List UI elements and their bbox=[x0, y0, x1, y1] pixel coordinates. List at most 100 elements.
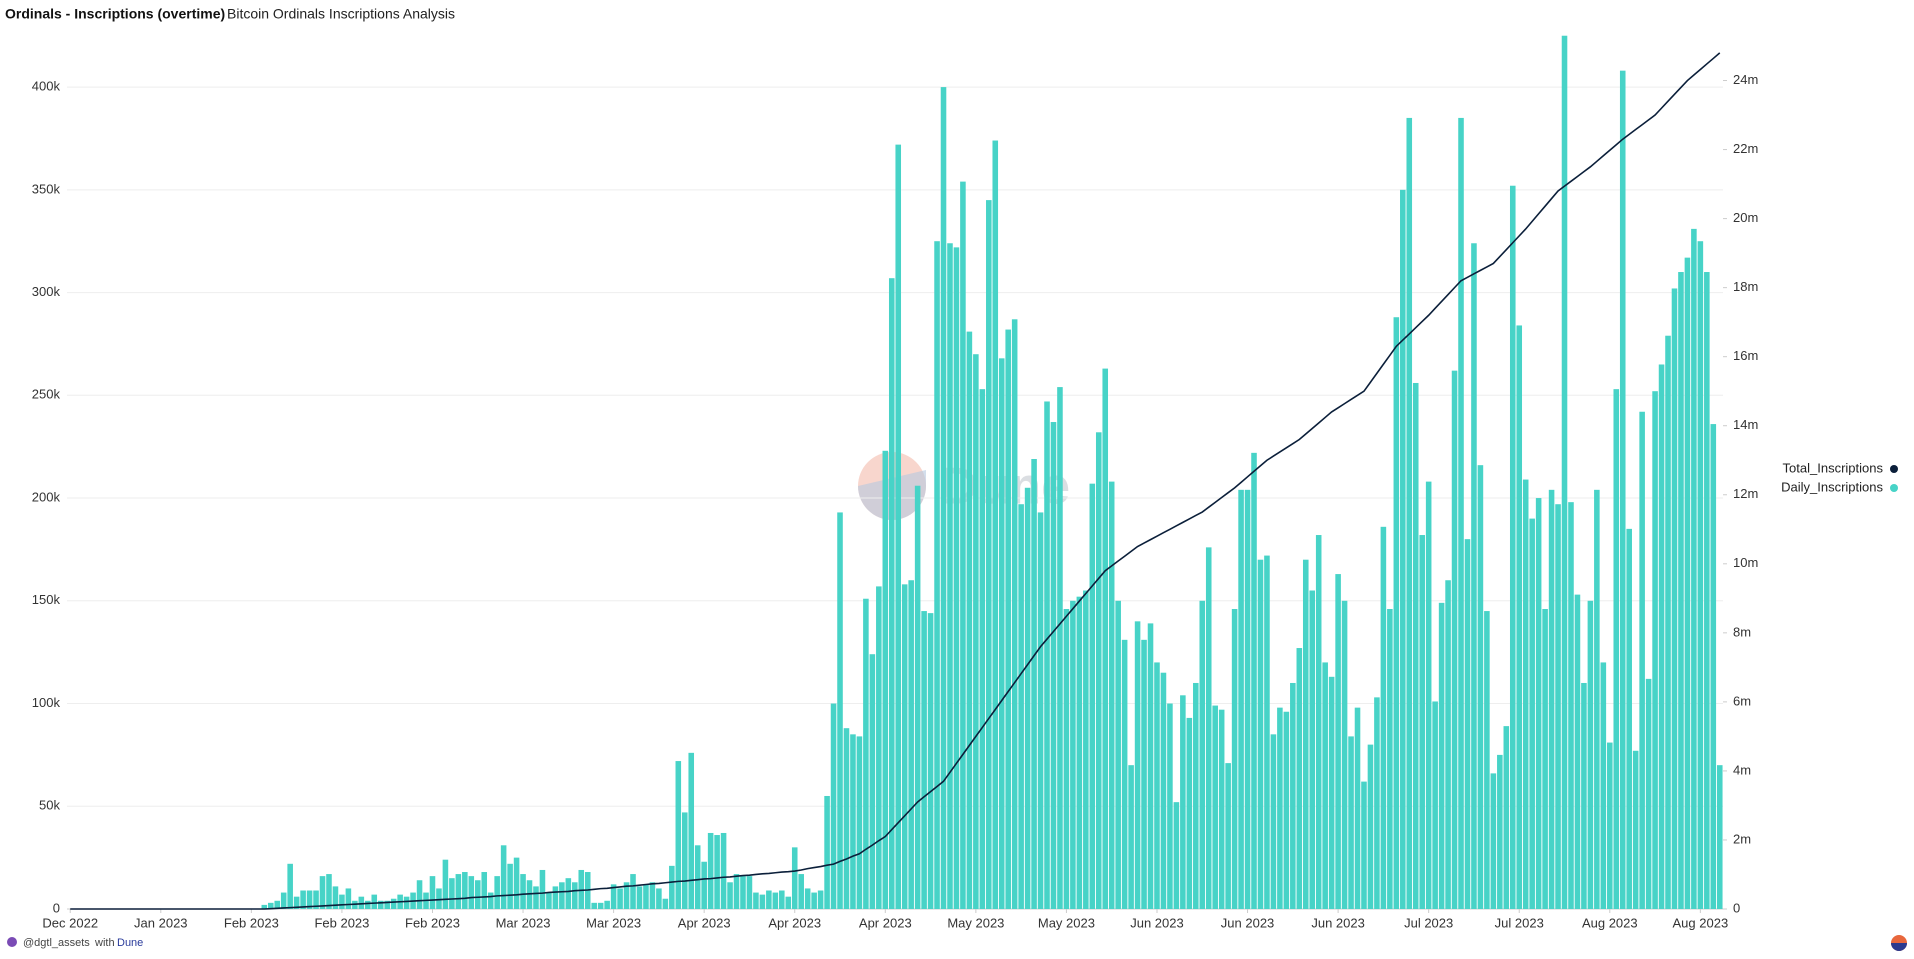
bar bbox=[1425, 481, 1432, 909]
x-tick-label: Feb 2023 bbox=[224, 915, 279, 930]
footer-with: with bbox=[94, 937, 115, 949]
bar bbox=[785, 896, 792, 909]
bar bbox=[1361, 781, 1367, 909]
x-tick-label: Jun 2023 bbox=[1221, 915, 1275, 930]
bar bbox=[520, 874, 526, 909]
bar bbox=[694, 845, 701, 909]
bar bbox=[500, 845, 507, 909]
y-tick-label: 100k bbox=[32, 695, 61, 710]
bar bbox=[1335, 574, 1341, 909]
bar bbox=[720, 832, 727, 909]
bar bbox=[888, 278, 895, 909]
bar bbox=[623, 882, 630, 909]
bar bbox=[1037, 512, 1044, 909]
bar bbox=[1716, 765, 1723, 909]
bar bbox=[1108, 481, 1115, 909]
bar bbox=[267, 902, 274, 909]
x-tick-label: Mar 2023 bbox=[586, 915, 641, 930]
bar bbox=[1400, 189, 1406, 910]
bar bbox=[1290, 682, 1296, 909]
bar bbox=[876, 586, 882, 909]
bar bbox=[1613, 389, 1620, 909]
bar bbox=[1251, 452, 1257, 909]
bar bbox=[927, 613, 934, 909]
bar bbox=[494, 876, 500, 909]
bar bbox=[1102, 368, 1109, 909]
bar bbox=[921, 611, 927, 909]
bar bbox=[1393, 317, 1400, 909]
x-tick-label: Apr 2023 bbox=[768, 915, 821, 930]
bar bbox=[1095, 432, 1102, 909]
bar bbox=[669, 865, 675, 909]
bar bbox=[371, 894, 378, 909]
bar bbox=[1374, 697, 1380, 909]
line bbox=[70, 52, 1721, 910]
bar bbox=[1070, 600, 1076, 909]
bar bbox=[1471, 243, 1477, 909]
legend-marker bbox=[1890, 484, 1898, 492]
bar bbox=[1238, 489, 1244, 909]
bar bbox=[1652, 391, 1658, 909]
bar bbox=[856, 736, 863, 909]
bar bbox=[1283, 711, 1290, 909]
y-tick-label: 50k bbox=[39, 798, 60, 813]
bar bbox=[779, 890, 785, 909]
bar bbox=[332, 886, 339, 909]
bar bbox=[377, 900, 384, 909]
y2-tick-label: 16m bbox=[1733, 348, 1758, 363]
bar bbox=[293, 896, 300, 909]
y2-tick-label: 22m bbox=[1733, 141, 1758, 156]
bar bbox=[1264, 555, 1270, 909]
bar bbox=[701, 861, 707, 909]
bar bbox=[1063, 609, 1070, 909]
bar bbox=[546, 892, 552, 909]
bar bbox=[390, 898, 397, 909]
bar bbox=[1076, 596, 1083, 909]
bar bbox=[449, 878, 455, 909]
bar bbox=[1626, 528, 1632, 909]
legend-label: Daily_Inscriptions bbox=[1781, 479, 1883, 494]
bar bbox=[1684, 257, 1691, 909]
bar bbox=[1568, 502, 1574, 909]
bar bbox=[966, 331, 973, 909]
bar bbox=[559, 882, 565, 909]
bar bbox=[533, 886, 539, 909]
bar bbox=[804, 888, 811, 909]
bar bbox=[901, 584, 908, 909]
bar bbox=[727, 882, 733, 909]
bar bbox=[1296, 648, 1303, 909]
bar bbox=[1451, 370, 1458, 910]
bar bbox=[630, 874, 636, 909]
bar bbox=[261, 904, 268, 909]
bar bbox=[326, 874, 332, 909]
bar bbox=[1367, 744, 1374, 909]
x-tick-label: May 2023 bbox=[947, 915, 1004, 930]
bar bbox=[487, 892, 494, 909]
x-tick-label: Feb 2023 bbox=[314, 915, 369, 930]
bar bbox=[416, 880, 423, 909]
bar bbox=[1328, 676, 1335, 909]
bar bbox=[1490, 773, 1497, 909]
bar bbox=[1050, 422, 1057, 909]
bar bbox=[1322, 662, 1328, 909]
x-tick-label: Feb 2023 bbox=[405, 915, 460, 930]
bar bbox=[1348, 736, 1354, 909]
y2-tick-label: 0 bbox=[1733, 900, 1740, 915]
bar bbox=[740, 876, 746, 909]
bar bbox=[843, 728, 850, 909]
bar bbox=[481, 872, 488, 909]
bar bbox=[934, 241, 940, 909]
y2-tick-label: 10m bbox=[1733, 555, 1758, 570]
bar bbox=[280, 892, 287, 909]
bar bbox=[759, 894, 766, 909]
bar bbox=[1380, 526, 1387, 909]
x-tick-label: Jun 2023 bbox=[1311, 915, 1365, 930]
bar bbox=[1555, 504, 1561, 909]
bar bbox=[1600, 662, 1607, 909]
bar bbox=[1244, 489, 1251, 909]
bar bbox=[714, 835, 720, 909]
bar-series bbox=[261, 35, 1723, 910]
bar bbox=[940, 87, 947, 910]
bar bbox=[617, 888, 623, 909]
